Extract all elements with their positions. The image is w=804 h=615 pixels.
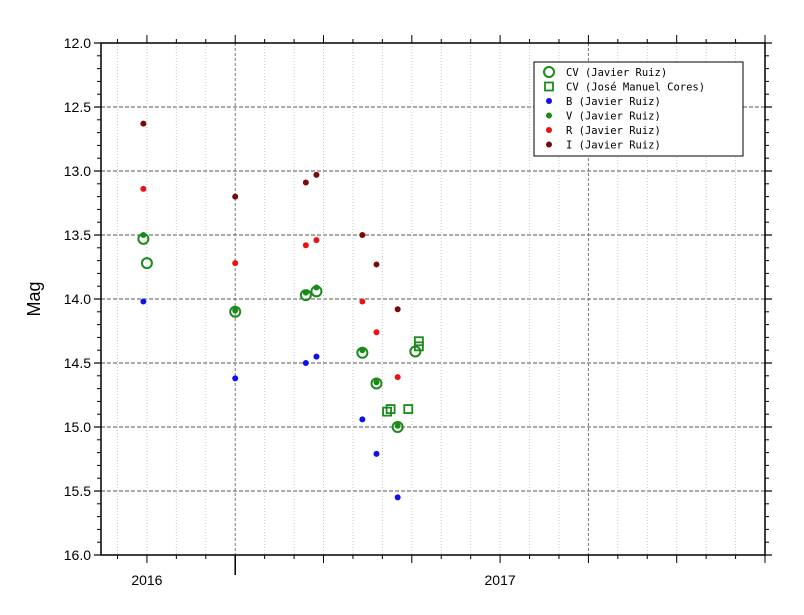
legend-box (533, 61, 744, 157)
data-point (373, 450, 380, 457)
y-tick-label: 15.0 (64, 419, 91, 435)
plot-frame (100, 42, 766, 556)
legend-marker (546, 112, 552, 119)
data-point (232, 307, 239, 314)
data-point (140, 257, 153, 270)
data-point (229, 305, 242, 318)
y-tick-label: 12.0 (64, 35, 91, 51)
x-tick-label: 2017 (485, 572, 516, 588)
legend-marker (546, 141, 552, 148)
data-point (313, 171, 320, 178)
axis-ticks: 12.0 12.5 13.0 13.5 14.0 14.5 15.0 15.5 16.0 2016… (64, 35, 772, 588)
x-tick-label: 2016 (131, 572, 162, 588)
data-point (232, 375, 239, 382)
data-markers (137, 120, 424, 501)
data-point (359, 298, 366, 305)
data-point (394, 374, 401, 381)
legend-label: I (Javier Ruiz) (566, 140, 661, 152)
legend-label: B (Javier Ruiz) (566, 96, 661, 108)
legend-label: V (Javier Ruiz) (566, 111, 661, 123)
data-point (359, 232, 366, 238)
legend-marker (544, 81, 554, 92)
legend-marker (543, 66, 555, 78)
legend-label: CV (José Manuel Cores) (566, 82, 705, 94)
y-tick-label: 14.0 (64, 291, 91, 307)
y-axis-title: Mag (24, 281, 44, 316)
data-point (356, 346, 369, 359)
data-point (394, 422, 401, 429)
legend-label: CV (Javier Ruiz) (566, 67, 667, 79)
y-tick-label: 15.5 (64, 483, 91, 499)
data-point (313, 353, 320, 360)
y-tick-label: 13.5 (64, 227, 91, 243)
data-point (302, 360, 309, 366)
legend-marker (546, 98, 552, 104)
data-point (373, 261, 380, 268)
data-point (137, 232, 150, 245)
data-point (373, 329, 380, 336)
data-point (232, 193, 239, 200)
data-point (413, 336, 424, 347)
y-tick-label: 14.5 (64, 355, 91, 371)
y-tick-label: 12.5 (64, 99, 91, 115)
data-point (140, 120, 147, 127)
y-tick-label: 13.0 (64, 163, 91, 179)
data-point (232, 260, 239, 267)
data-point (140, 185, 147, 192)
legend-marker (546, 127, 552, 133)
data-point (413, 341, 424, 352)
data-point (403, 404, 414, 414)
legend: CV (Javier Ruiz) CV (José Manuel Cores) B … (533, 61, 744, 157)
data-point (310, 285, 323, 298)
data-point (373, 379, 380, 386)
data-point (391, 421, 404, 433)
data-point (302, 242, 309, 249)
data-point (302, 179, 309, 186)
data-point (313, 237, 320, 244)
data-point (140, 298, 147, 305)
data-point (359, 416, 366, 423)
data-point (299, 289, 312, 302)
legend-label: R (Javier Ruiz) (566, 125, 661, 137)
y-tick-label: 16.0 (64, 547, 91, 563)
data-point (385, 404, 396, 414)
data-point (370, 377, 383, 390)
data-point (394, 306, 401, 313)
data-point (394, 494, 401, 501)
